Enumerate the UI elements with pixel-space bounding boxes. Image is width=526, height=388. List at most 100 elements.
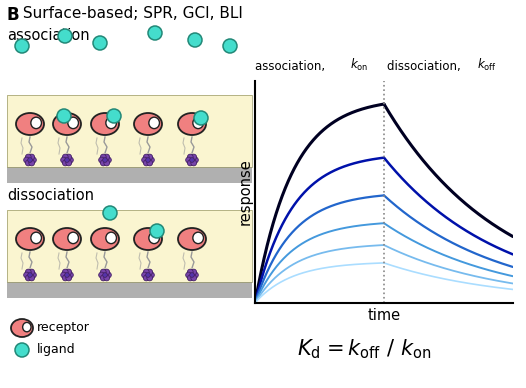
Circle shape xyxy=(100,275,106,281)
Circle shape xyxy=(191,160,197,166)
Circle shape xyxy=(63,160,68,166)
Circle shape xyxy=(144,275,149,281)
Circle shape xyxy=(104,269,109,275)
Circle shape xyxy=(29,275,35,281)
Circle shape xyxy=(66,154,72,160)
Ellipse shape xyxy=(31,232,42,244)
Circle shape xyxy=(100,154,106,160)
Circle shape xyxy=(223,39,237,53)
Circle shape xyxy=(99,157,105,163)
Bar xyxy=(7,210,252,246)
Circle shape xyxy=(93,36,107,50)
Ellipse shape xyxy=(106,232,116,244)
Ellipse shape xyxy=(31,117,42,128)
Circle shape xyxy=(147,154,153,160)
Circle shape xyxy=(58,29,72,43)
Ellipse shape xyxy=(16,113,44,135)
Ellipse shape xyxy=(134,113,162,135)
Circle shape xyxy=(15,343,29,357)
Circle shape xyxy=(66,269,72,275)
Circle shape xyxy=(148,157,154,163)
Circle shape xyxy=(25,160,31,166)
Circle shape xyxy=(25,275,31,281)
Circle shape xyxy=(144,160,149,166)
Circle shape xyxy=(193,157,198,163)
Circle shape xyxy=(187,269,193,275)
Circle shape xyxy=(28,158,32,162)
Text: association,: association, xyxy=(255,60,329,73)
Ellipse shape xyxy=(68,117,78,128)
Ellipse shape xyxy=(106,117,116,128)
Ellipse shape xyxy=(178,113,206,135)
Circle shape xyxy=(103,158,107,162)
Circle shape xyxy=(146,158,150,162)
Circle shape xyxy=(29,160,35,166)
Circle shape xyxy=(60,157,66,163)
Text: dissociation,: dissociation, xyxy=(387,60,464,73)
Text: B: B xyxy=(7,6,19,24)
Ellipse shape xyxy=(91,228,119,250)
Circle shape xyxy=(100,160,106,166)
Circle shape xyxy=(191,275,197,281)
Circle shape xyxy=(100,269,106,275)
Circle shape xyxy=(144,269,149,275)
Circle shape xyxy=(103,273,107,277)
Circle shape xyxy=(104,160,109,166)
Bar xyxy=(7,167,252,183)
Circle shape xyxy=(147,275,153,281)
Ellipse shape xyxy=(11,319,33,337)
Bar xyxy=(7,282,252,298)
Bar xyxy=(7,95,252,167)
Ellipse shape xyxy=(91,113,119,135)
Circle shape xyxy=(57,109,71,123)
Circle shape xyxy=(148,26,162,40)
Circle shape xyxy=(187,275,193,281)
Ellipse shape xyxy=(23,322,31,332)
Y-axis label: response: response xyxy=(237,159,252,225)
Circle shape xyxy=(194,111,208,125)
Circle shape xyxy=(63,269,68,275)
Ellipse shape xyxy=(149,117,159,128)
Ellipse shape xyxy=(53,113,81,135)
Text: Surface-based; SPR, GCI, BLI: Surface-based; SPR, GCI, BLI xyxy=(18,6,243,21)
Circle shape xyxy=(187,154,193,160)
Circle shape xyxy=(65,273,69,277)
Circle shape xyxy=(187,160,193,166)
Text: dissociation: dissociation xyxy=(7,188,94,203)
Circle shape xyxy=(148,272,154,278)
Ellipse shape xyxy=(134,228,162,250)
Circle shape xyxy=(31,157,36,163)
Circle shape xyxy=(141,272,147,278)
Circle shape xyxy=(186,157,191,163)
Text: $k_\mathrm{off}$: $k_\mathrm{off}$ xyxy=(477,57,497,73)
Circle shape xyxy=(106,157,112,163)
Circle shape xyxy=(191,154,197,160)
Circle shape xyxy=(150,224,164,238)
Circle shape xyxy=(193,272,198,278)
X-axis label: time: time xyxy=(368,308,400,323)
Ellipse shape xyxy=(68,232,78,244)
Circle shape xyxy=(144,154,149,160)
Ellipse shape xyxy=(16,228,44,250)
Circle shape xyxy=(65,158,69,162)
Ellipse shape xyxy=(193,117,204,128)
Text: receptor: receptor xyxy=(37,322,90,334)
Circle shape xyxy=(186,272,191,278)
Circle shape xyxy=(31,272,36,278)
Circle shape xyxy=(67,157,73,163)
Circle shape xyxy=(24,157,29,163)
Circle shape xyxy=(104,154,109,160)
Circle shape xyxy=(103,206,117,220)
Ellipse shape xyxy=(178,228,206,250)
Ellipse shape xyxy=(149,232,159,244)
Circle shape xyxy=(24,272,29,278)
Circle shape xyxy=(29,154,35,160)
Circle shape xyxy=(67,272,73,278)
Circle shape xyxy=(63,275,68,281)
Circle shape xyxy=(146,273,150,277)
Circle shape xyxy=(147,160,153,166)
Text: $k_\mathrm{on}$: $k_\mathrm{on}$ xyxy=(350,57,369,73)
Circle shape xyxy=(29,269,35,275)
Circle shape xyxy=(25,154,31,160)
Circle shape xyxy=(106,272,112,278)
